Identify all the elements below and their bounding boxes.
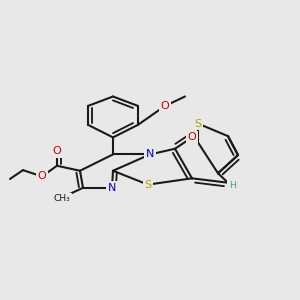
Text: O: O	[52, 146, 62, 156]
Text: S: S	[194, 118, 202, 129]
Text: CH₃: CH₃	[54, 194, 70, 203]
Text: O: O	[38, 171, 46, 182]
Text: N: N	[146, 149, 154, 159]
Text: O: O	[188, 132, 196, 142]
Text: N: N	[108, 183, 116, 193]
Text: H: H	[229, 181, 236, 190]
Text: O: O	[160, 101, 169, 111]
Text: S: S	[144, 180, 152, 190]
